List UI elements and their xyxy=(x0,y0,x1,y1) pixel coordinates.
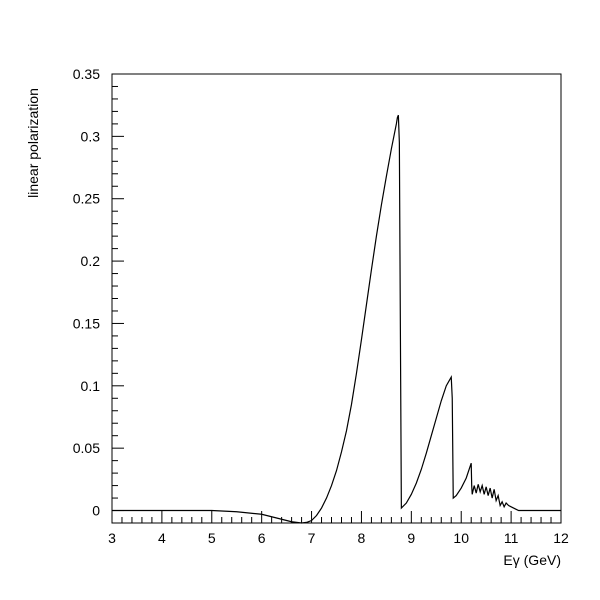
x-tick-label: 8 xyxy=(358,530,366,546)
x-tick-label: 3 xyxy=(108,530,116,546)
x-axis-label: Eγ (GeV) xyxy=(503,552,561,568)
series-line xyxy=(112,114,561,524)
x-tick-label: 4 xyxy=(158,530,166,546)
y-tick-label: 0.15 xyxy=(73,315,100,331)
y-axis-tick-labels: 0 0.05 0.1 0.15 0.2 0.25 0.3 0.35 xyxy=(73,66,100,519)
x-tick-label: 5 xyxy=(208,530,216,546)
y-axis-label: linear polarization xyxy=(25,88,41,198)
y-tick-label: 0.35 xyxy=(73,66,100,82)
x-tick-label: 12 xyxy=(553,530,569,546)
x-axis-ticks xyxy=(111,511,562,523)
y-tick-label: 0.25 xyxy=(73,191,100,207)
x-axis-tick-labels: 3 4 5 6 7 8 9 10 11 12 xyxy=(108,530,569,546)
plot-border xyxy=(111,73,562,524)
y-axis-ticks xyxy=(112,73,124,524)
y-tick-label: 0.05 xyxy=(73,440,100,456)
y-tick-label: 0.2 xyxy=(81,253,101,269)
x-tick-label: 10 xyxy=(453,530,469,546)
y-tick-label: 0.3 xyxy=(81,128,101,144)
x-tick-label: 9 xyxy=(407,530,415,546)
plot-frame xyxy=(111,73,562,524)
x-tick-label: 6 xyxy=(258,530,266,546)
y-tick-label: 0.1 xyxy=(81,378,101,394)
y-tick-label: 0 xyxy=(92,503,100,519)
x-tick-label: 11 xyxy=(504,530,519,546)
x-tick-label: 7 xyxy=(308,530,316,546)
